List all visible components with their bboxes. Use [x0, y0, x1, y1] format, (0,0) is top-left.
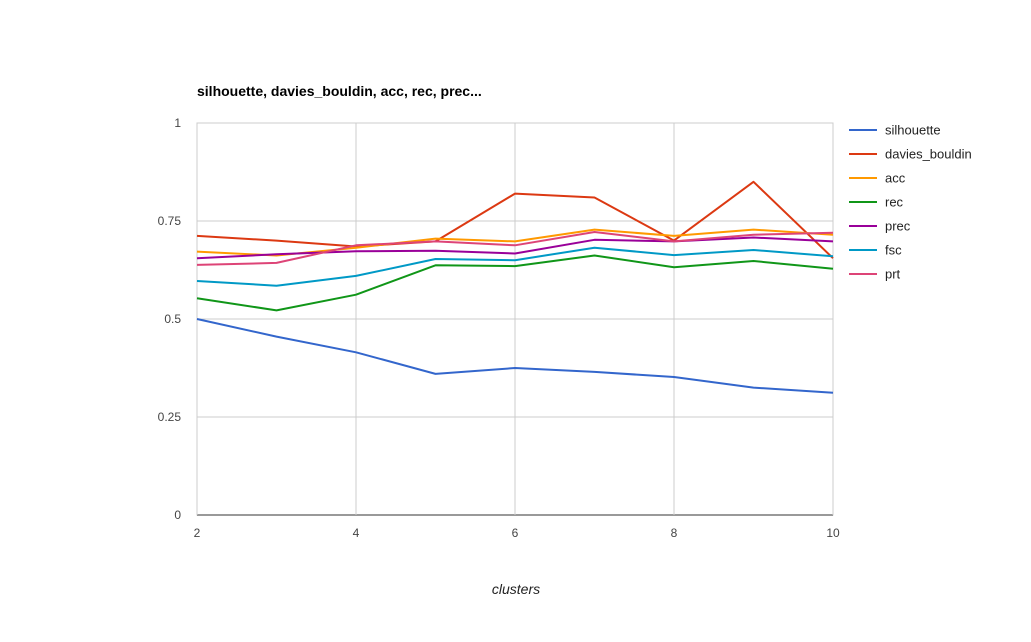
y-tick-label: 0.5: [164, 312, 181, 326]
grid: [196, 122, 834, 516]
axes: 0 0.25 0.5 0.75 1 2 4 6 8 10: [158, 116, 840, 540]
y-tick-label: 0: [174, 508, 181, 522]
x-axis-label: clusters: [492, 581, 540, 597]
series-line-rec: [196, 254, 834, 312]
x-tick-label: 8: [671, 526, 678, 540]
legend-label: prec: [885, 219, 911, 234]
y-tick-label: 0.75: [158, 214, 182, 228]
x-tick-label: 10: [826, 526, 840, 540]
x-tick-label: 4: [353, 526, 360, 540]
series-line-prec: [196, 236, 834, 260]
legend-label: acc: [885, 171, 906, 186]
legend-label: davies_bouldin: [885, 147, 972, 162]
series-lines: [196, 180, 834, 394]
series-line-fsc: [196, 246, 834, 287]
chart-title: silhouette, davies_bouldin, acc, rec, pr…: [197, 83, 482, 99]
series-line-davies-bouldin: [196, 180, 834, 259]
x-tick-label: 2: [194, 526, 201, 540]
y-tick-label: 0.25: [158, 410, 182, 424]
legend-item-silhouette[interactable]: silhouette: [849, 123, 941, 138]
legend-item-fsc[interactable]: fsc: [849, 243, 902, 258]
series-line-silhouette: [196, 318, 834, 394]
legend-label: prt: [885, 267, 901, 282]
x-tick-label: 6: [512, 526, 519, 540]
legend-item-rec[interactable]: rec: [849, 195, 904, 210]
legend-item-davies-bouldin[interactable]: davies_bouldin: [849, 147, 972, 162]
y-tick-label: 1: [174, 116, 181, 130]
legend-item-prt[interactable]: prt: [849, 267, 901, 282]
legend-item-acc[interactable]: acc: [849, 171, 906, 186]
legend-label: fsc: [885, 243, 902, 258]
legend-label: silhouette: [885, 123, 941, 138]
series-line-prt: [196, 231, 834, 266]
legend-label: rec: [885, 195, 904, 210]
legend-item-prec[interactable]: prec: [849, 219, 911, 234]
